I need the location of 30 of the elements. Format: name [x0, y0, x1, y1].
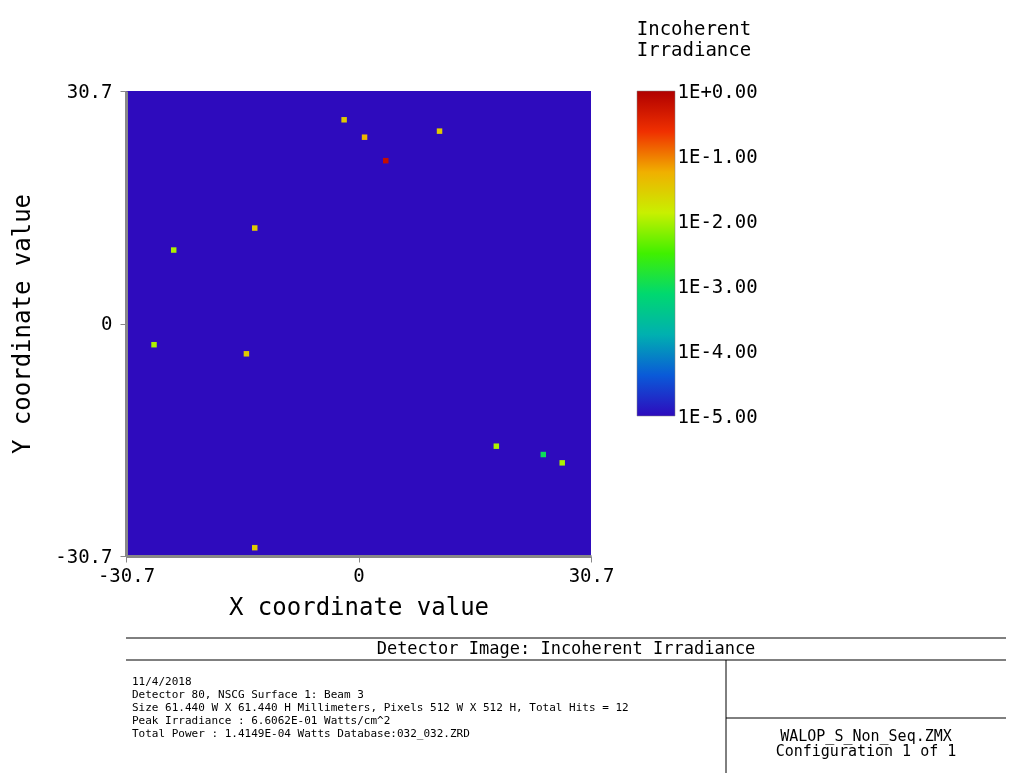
point [341, 117, 347, 123]
point [151, 341, 157, 348]
x-tick-label: 30.7 [568, 563, 615, 586]
point [383, 157, 389, 164]
color-bar-label: 1E+0.00 [677, 79, 758, 102]
point [493, 443, 500, 449]
color-bar-label: 1E-2.00 [677, 209, 758, 232]
text: Detector 80, NSCG Surface 1: Beam 3 [132, 688, 364, 701]
color-bar-label: 1E-1.00 [677, 144, 758, 167]
point [170, 247, 177, 253]
x-axis-title: X coordinate value [228, 592, 490, 621]
text: Total Power : 1.4149E-04 Watts Database:032_032.ZRD [132, 727, 470, 740]
x-tick-label: 0 [353, 563, 365, 586]
color-bar-label: 1E-3.00 [677, 274, 758, 297]
text: Peak Irradiance : 6.6062E-01 Watts/cm^2 [132, 714, 391, 727]
color-bar-label: 1E-5.00 [677, 404, 758, 427]
point [252, 225, 258, 231]
point [436, 128, 443, 134]
y-axis-title: Y coordinate value [8, 193, 37, 455]
text: WALOP_S_Non_Seq.ZMX [780, 727, 952, 745]
text: Size 61.440 W X 61.440 H Millimeters, Pixels 512 W X 512 H, Total Hits = 12 [132, 701, 629, 714]
text: 11/4/2018 [132, 675, 192, 688]
point [559, 460, 565, 466]
point [243, 351, 250, 357]
point [361, 134, 368, 140]
color-bar-label: 1E-4.00 [677, 339, 758, 362]
color-bar-title: Incoherent Irradiance [636, 17, 752, 60]
y-tick-label: 0 [101, 312, 113, 334]
y-tick-label: 30.7 [66, 79, 113, 102]
text: Detector Image: Incoherent Irradiance [376, 638, 756, 658]
